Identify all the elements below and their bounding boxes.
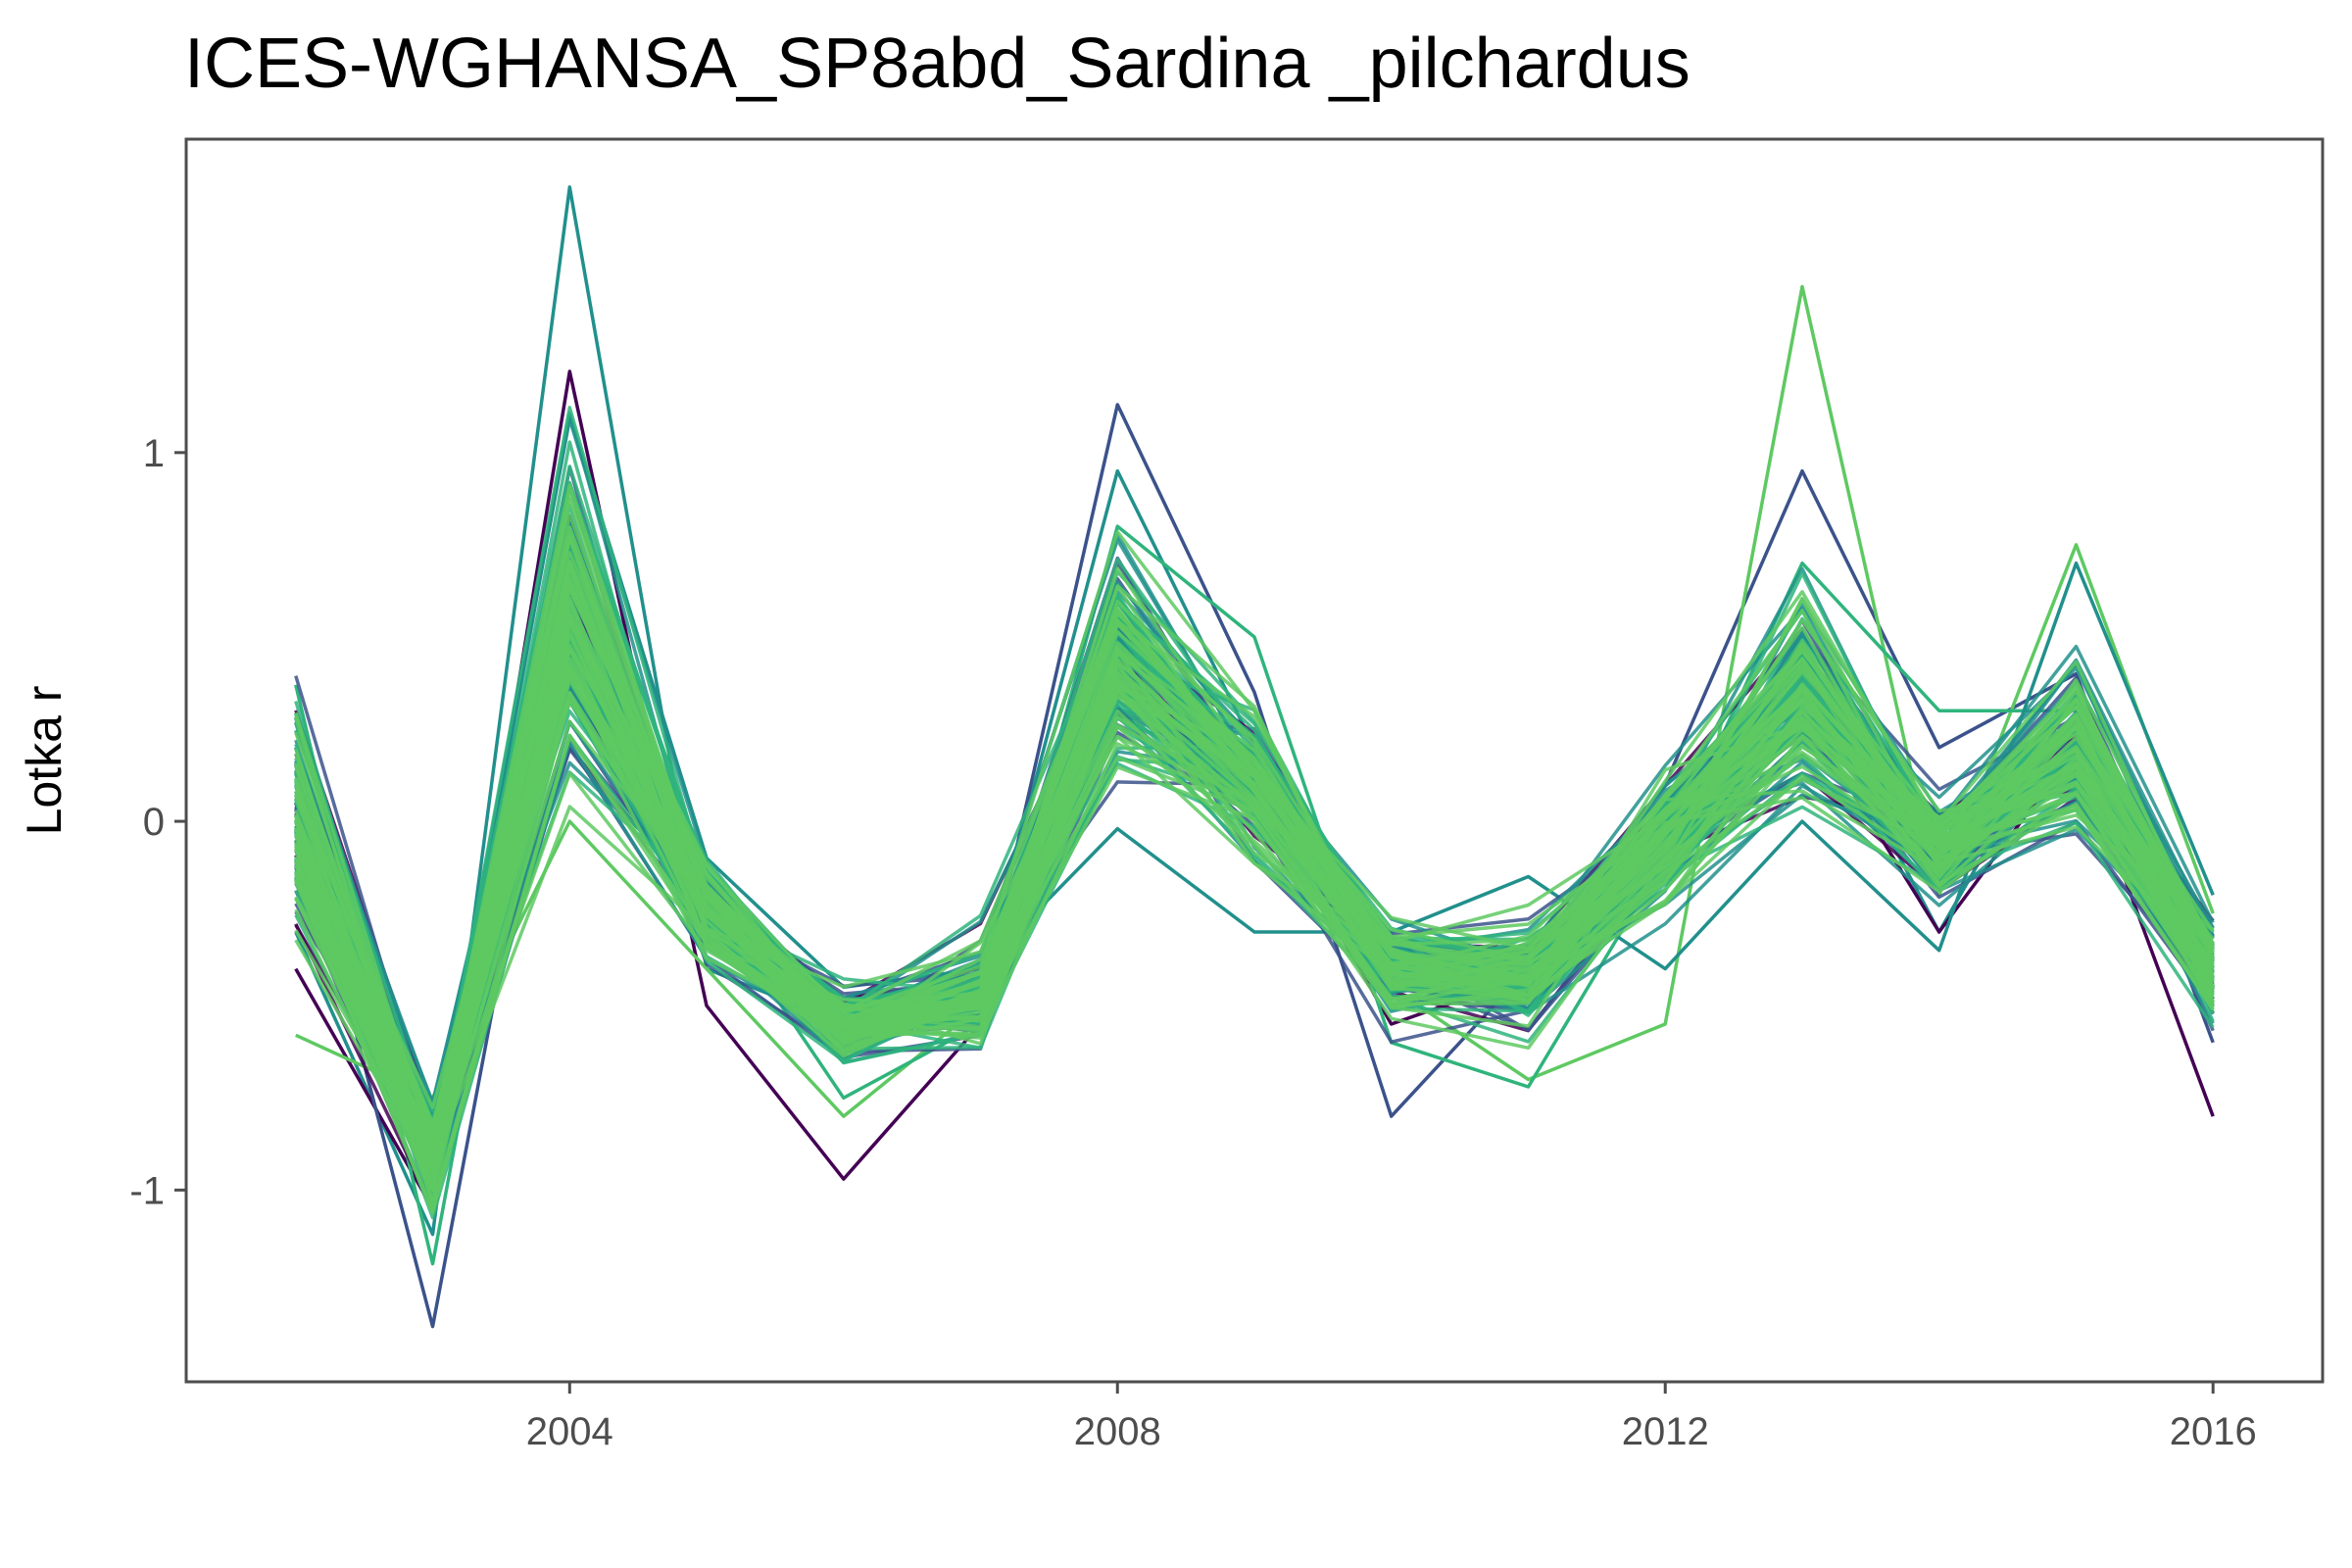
series-line: [294, 658, 2215, 1142]
y-tick-label: 1: [143, 432, 165, 475]
x-tick-label: 2004: [526, 1410, 613, 1453]
y-axis-title: Lotka r: [17, 686, 72, 836]
y-tick-label: -1: [129, 1169, 165, 1212]
x-tick-label: 2008: [1074, 1410, 1161, 1453]
panel-border: [184, 137, 2325, 1384]
series-line: [294, 612, 2215, 1192]
series-line: [294, 608, 2215, 1109]
x-tick-label: 2016: [2170, 1410, 2257, 1453]
series-line: [294, 532, 2215, 1137]
x-axis: 2004 2008 2012 2016: [526, 1382, 2257, 1453]
series-line: [294, 559, 2215, 1163]
y-axis: -1 0 1: [129, 432, 186, 1212]
series-line: [294, 684, 2215, 1205]
y-tick-label: 0: [143, 801, 165, 844]
x-tick-label: 2012: [1622, 1410, 1709, 1453]
chart-title: ICES-WGHANSA_SP8abd_Sardina _pilchardus: [184, 24, 1690, 103]
series-lines: [294, 185, 2215, 1329]
series-line: [294, 529, 2215, 1145]
